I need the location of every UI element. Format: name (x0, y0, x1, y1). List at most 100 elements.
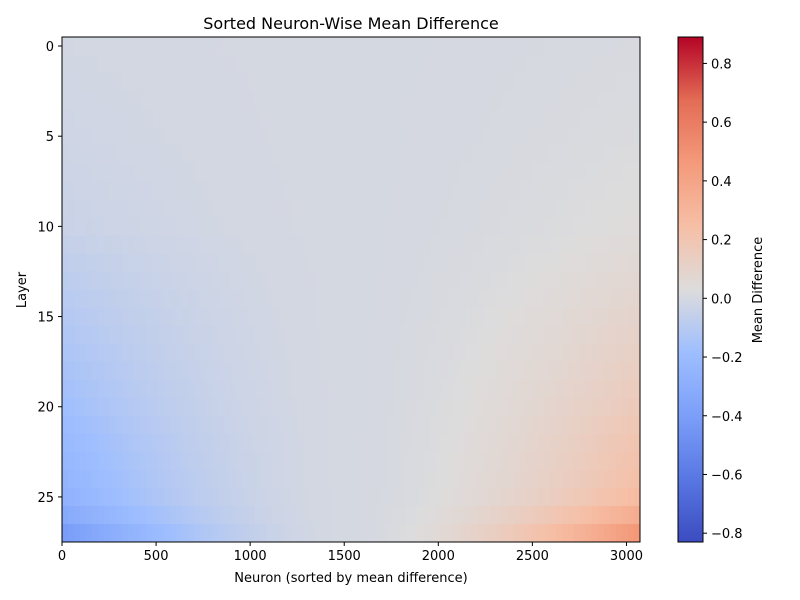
heatmap-cell (122, 145, 129, 164)
heatmap-cell (615, 127, 623, 146)
heatmap-cell (302, 343, 310, 363)
heatmap-cell (561, 487, 569, 507)
heatmap-cell (278, 451, 286, 471)
heatmap-cell (158, 505, 165, 525)
heatmap-cell (146, 163, 153, 182)
heatmap-cell (242, 127, 250, 146)
heatmap-cell (200, 523, 207, 543)
heatmap-cell (519, 91, 526, 110)
heatmap-cell (375, 289, 382, 308)
heatmap-cell (134, 307, 141, 326)
heatmap-cell (621, 325, 629, 345)
heatmap-cell (128, 343, 135, 363)
heatmap-cell (447, 181, 454, 200)
heatmap-cell (453, 91, 460, 110)
heatmap-cell (146, 109, 153, 128)
heatmap-cell (477, 505, 484, 525)
heatmap-cell (405, 199, 412, 218)
heatmap-cell (585, 433, 593, 453)
heatmap-cell (326, 55, 334, 74)
heatmap-cell (555, 397, 563, 417)
heatmap-cell (92, 487, 99, 507)
heatmap-cell (266, 73, 274, 92)
heatmap-cell (314, 433, 322, 453)
heatmap-cell (218, 289, 225, 308)
heatmap-cell (597, 37, 605, 56)
heatmap-cell (357, 271, 364, 290)
heatmap-cell (519, 397, 526, 417)
heatmap-cell (116, 343, 123, 363)
heatmap-cell (242, 37, 250, 56)
heatmap-cell (447, 145, 454, 164)
heatmap-cell (363, 181, 370, 200)
heatmap-cell (92, 307, 99, 326)
heatmap-cell (140, 451, 147, 471)
heatmap-cell (254, 451, 262, 471)
heatmap-cell (212, 127, 219, 146)
heatmap-cell (104, 307, 111, 326)
heatmap-cell (483, 109, 490, 128)
heatmap-cell (266, 361, 274, 381)
heatmap-cell (579, 379, 587, 399)
heatmap-cell (278, 199, 286, 218)
heatmap-cell (248, 163, 256, 182)
heatmap-cell (399, 181, 406, 200)
heatmap-cell (393, 181, 400, 200)
heatmap-cell (302, 451, 310, 471)
heatmap-cell (146, 487, 153, 507)
heatmap-cell (68, 451, 75, 471)
heatmap-cell (357, 361, 364, 381)
heatmap-cell (224, 181, 231, 200)
heatmap-cell (278, 73, 286, 92)
heatmap-cell (579, 397, 587, 417)
heatmap-cell (489, 307, 496, 326)
heatmap-cell (381, 109, 388, 128)
heatmap-cell (459, 109, 466, 128)
heatmap-cell (302, 217, 310, 236)
heatmap-cell (194, 469, 201, 489)
heatmap-cell (513, 271, 520, 290)
heatmap-cell (326, 109, 334, 128)
heatmap-cell (272, 181, 280, 200)
y-tick-label: 10 (37, 220, 54, 235)
heatmap-cell (357, 55, 364, 74)
heatmap-cell (116, 145, 123, 164)
heatmap-cell (224, 91, 231, 110)
heatmap-cell (260, 163, 268, 182)
heatmap-cell (212, 253, 219, 272)
heatmap-cell (152, 415, 159, 435)
heatmap-cell (579, 181, 587, 200)
heatmap-cell (357, 109, 364, 128)
heatmap-cell (591, 73, 599, 92)
heatmap-cell (615, 289, 623, 308)
heatmap-cell (164, 181, 171, 200)
heatmap-cell (393, 469, 400, 489)
heatmap-cell (176, 145, 183, 164)
heatmap-cell (519, 289, 526, 308)
heatmap-cell (62, 307, 69, 326)
heatmap-cell (308, 505, 316, 525)
heatmap-cell (627, 523, 635, 543)
heatmap-cell (531, 91, 539, 110)
heatmap-cell (453, 361, 460, 381)
heatmap-cell (320, 379, 328, 399)
heatmap-cell (62, 217, 69, 236)
colorbar-tick-label: 0.2 (711, 234, 732, 249)
heatmap-cell (387, 181, 394, 200)
heatmap-cell (260, 487, 268, 507)
heatmap-cell (483, 199, 490, 218)
heatmap-cell (92, 469, 99, 489)
heatmap-cell (128, 415, 135, 435)
heatmap-cell (459, 451, 466, 471)
heatmap-cell (182, 505, 189, 525)
heatmap-cell (453, 271, 460, 290)
heatmap-cell (68, 37, 75, 56)
heatmap-cell (158, 415, 165, 435)
heatmap-cell (417, 289, 424, 308)
heatmap-cell (483, 505, 490, 525)
heatmap-cell (453, 433, 460, 453)
heatmap-cell (357, 523, 364, 543)
heatmap-cell (92, 397, 99, 417)
heatmap-cell (501, 415, 508, 435)
heatmap-cell (260, 361, 268, 381)
